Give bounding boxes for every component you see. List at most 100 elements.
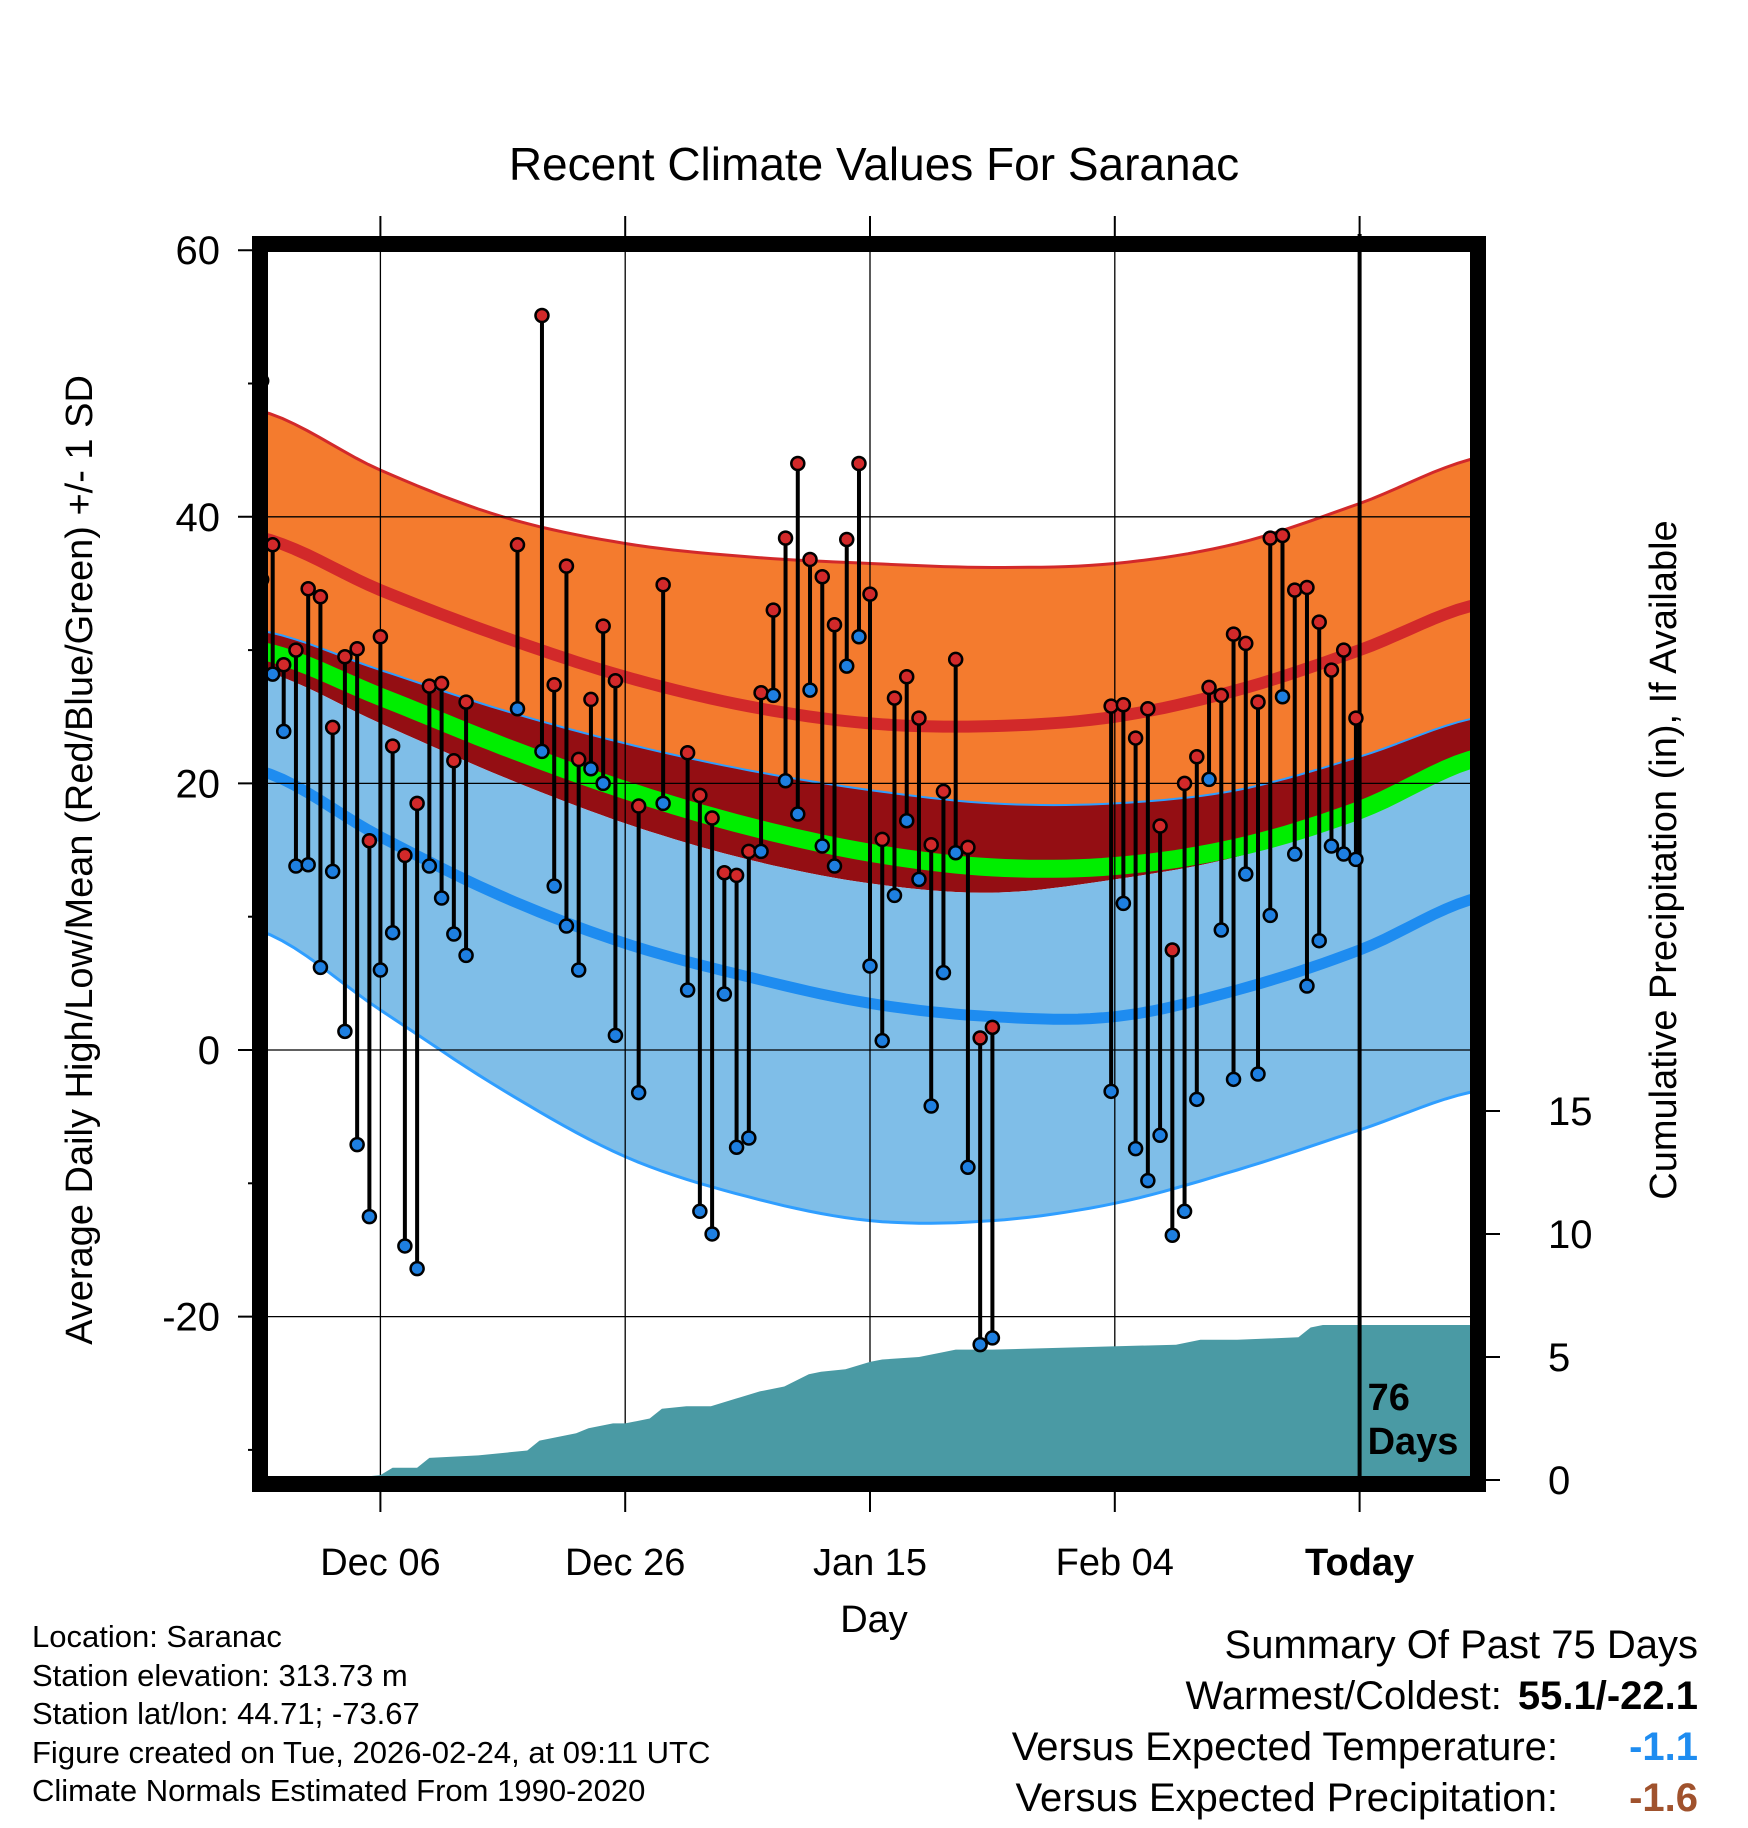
low-point <box>534 743 550 760</box>
low-point <box>1127 1140 1144 1157</box>
low-point <box>814 838 831 854</box>
low-point <box>972 1336 988 1353</box>
low-point <box>898 812 915 829</box>
high-point <box>361 832 378 849</box>
high-point <box>814 569 831 585</box>
x-tick-label: Dec 06 <box>320 1542 440 1584</box>
low-point <box>546 878 562 894</box>
high-point <box>1152 818 1168 834</box>
temp-value: -1.1 <box>1629 1725 1698 1769</box>
y2-tick-label: 5 <box>1548 1336 1570 1380</box>
low-point <box>1323 838 1340 854</box>
high-point <box>947 651 964 668</box>
observation <box>546 677 562 894</box>
chart-title: Recent Climate Values For Saranac <box>509 138 1239 190</box>
observation <box>960 839 976 1176</box>
low-point <box>288 858 304 874</box>
observation <box>583 691 599 777</box>
high-point <box>1335 642 1352 658</box>
low-point <box>1201 771 1217 788</box>
low-point <box>984 1330 1001 1346</box>
mean-sd-band <box>258 630 1482 893</box>
observation <box>372 629 389 978</box>
low-point <box>337 1023 353 1040</box>
observation <box>534 307 550 760</box>
low-point <box>300 856 316 873</box>
low-point <box>558 918 575 934</box>
high-point <box>1127 730 1144 746</box>
high-point <box>679 744 696 761</box>
observed-temperatures <box>253 307 1364 1353</box>
days-annotation-line: 76 <box>1368 1377 1410 1419</box>
high-point <box>324 719 341 736</box>
observation <box>630 798 647 1101</box>
observation <box>716 864 733 1002</box>
observation <box>421 678 438 874</box>
observation <box>1213 687 1230 938</box>
observation <box>458 694 474 964</box>
high-point <box>851 455 867 472</box>
observation <box>300 581 316 873</box>
y-axis-label: Average Daily High/Low/Mean (Red/Blue/Gr… <box>59 375 101 1345</box>
high-point <box>446 752 462 769</box>
high-point <box>838 531 855 548</box>
observation <box>1335 642 1352 862</box>
observation <box>911 710 927 888</box>
low-point <box>1262 907 1278 924</box>
high-point <box>264 537 281 553</box>
high-point <box>1115 697 1132 713</box>
low-point <box>1213 922 1230 938</box>
high-point <box>874 831 890 848</box>
observation <box>409 795 425 1277</box>
high-point <box>300 581 316 597</box>
high-point <box>1164 942 1181 958</box>
low-point <box>372 962 389 978</box>
axes-labels: 60 40 20 0 -20 15 10 5 0 Dec 06 Dec 26 Jan 15 Feb 04… <box>59 138 1685 1641</box>
low-point <box>655 795 671 812</box>
observation <box>1311 614 1327 949</box>
observation <box>826 617 843 874</box>
low-point <box>509 701 526 717</box>
high-point <box>630 798 647 814</box>
observation <box>1115 697 1132 912</box>
high-point <box>312 589 329 605</box>
observation <box>446 752 462 942</box>
high-point <box>409 795 425 812</box>
precip-cumulative-area <box>258 1325 1482 1480</box>
high-point <box>349 641 365 657</box>
observation <box>595 618 611 792</box>
y-tick-label: 60 <box>176 229 221 273</box>
observation <box>1225 626 1242 1088</box>
low-point <box>728 1139 745 1156</box>
observation <box>349 641 365 1153</box>
location-text: Location: Saranac <box>32 1619 282 1654</box>
x-axis-label: Day <box>840 1599 908 1641</box>
low-point <box>826 858 843 874</box>
high-point <box>433 675 450 692</box>
observation <box>361 832 378 1225</box>
high-point <box>862 586 878 602</box>
low-point <box>935 964 952 981</box>
high-point <box>1299 579 1315 596</box>
observation <box>1152 818 1168 1144</box>
low-point <box>1140 1172 1156 1189</box>
low-point <box>790 806 806 822</box>
precip-label: Versus Expected Precipitation: <box>1015 1776 1558 1820</box>
high-point <box>960 839 976 856</box>
low-point <box>679 982 696 998</box>
high-point <box>421 678 438 694</box>
high-point <box>777 530 794 546</box>
low-point <box>1164 1227 1181 1244</box>
y-tick-label: 40 <box>176 496 221 540</box>
observation <box>765 602 782 704</box>
observation <box>741 843 757 1146</box>
observation <box>384 738 401 941</box>
high-point <box>704 810 720 826</box>
low-point <box>409 1260 425 1277</box>
high-point <box>546 677 562 693</box>
low-point <box>1250 1066 1266 1082</box>
observation <box>324 719 341 880</box>
high-point <box>558 558 575 574</box>
warmest-coldest-row: Warmest/Coldest: 55.1/-22.1 <box>1012 1671 1698 1722</box>
precip-row: Versus Expected Precipitation: -1.6 <box>1012 1773 1698 1824</box>
